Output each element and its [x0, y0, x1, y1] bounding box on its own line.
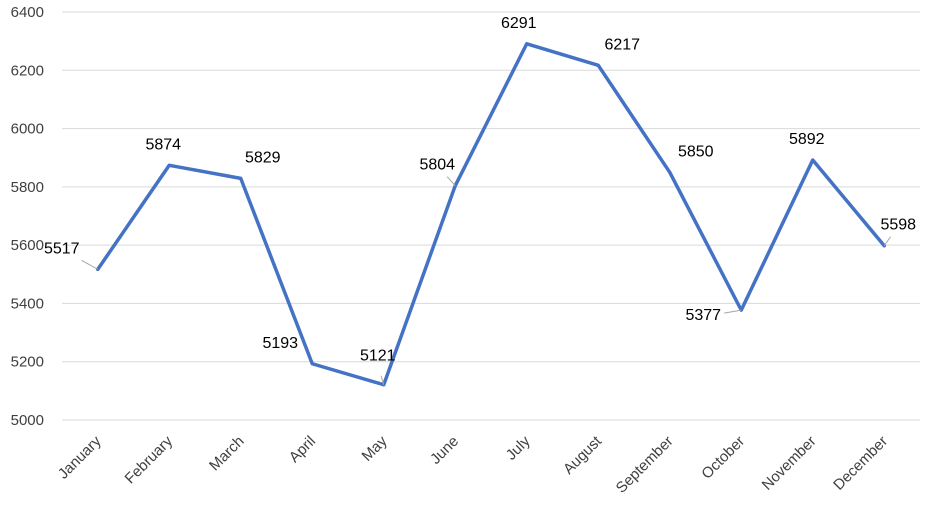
data-label: 6217	[604, 36, 640, 53]
data-label: 5598	[880, 217, 916, 234]
x-axis-ticks: January February March April May June July Augu…	[55, 432, 891, 496]
series-group	[96, 42, 886, 387]
x-tick-label: October	[698, 433, 748, 483]
label-leader-line	[380, 375, 385, 385]
gridlines	[62, 11, 920, 421]
y-tick-label: 6200	[11, 62, 44, 79]
data-label: 5874	[145, 136, 181, 153]
data-label: 5193	[262, 335, 298, 352]
x-tick-label: September	[613, 433, 677, 497]
data-point	[668, 170, 672, 174]
data-label: 5850	[678, 143, 714, 160]
data-point	[811, 158, 815, 162]
y-axis-ticks: 5000 5200 5400 5600 5800 6000 6200 6400	[11, 4, 44, 429]
data-label: 5892	[789, 131, 825, 148]
data-label: 5121	[360, 348, 396, 365]
x-tick-label: March	[206, 433, 247, 474]
data-point	[525, 42, 529, 46]
x-tick-label: May	[359, 432, 391, 464]
label-leader-line	[81, 259, 98, 270]
x-tick-label: August	[560, 432, 606, 478]
y-tick-label: 5000	[11, 412, 44, 429]
label-leader-line	[883, 236, 891, 247]
x-tick-label: February	[122, 432, 177, 487]
data-label: 5377	[685, 307, 721, 324]
y-tick-label: 5400	[11, 295, 44, 312]
y-tick-label: 6400	[11, 4, 44, 21]
x-tick-label: January	[55, 432, 105, 482]
x-tick-label: July	[503, 432, 534, 463]
data-labels: 5517 5874 5829 5193 5121 5804 6291 6217 5850 5377…	[44, 15, 916, 385]
x-tick-label: April	[286, 433, 319, 466]
data-label: 5804	[419, 157, 455, 174]
x-tick-label: December	[830, 433, 891, 494]
label-leader-line	[724, 309, 742, 314]
y-tick-label: 5800	[11, 179, 44, 196]
y-tick-label: 5600	[11, 237, 44, 254]
y-tick-label: 5200	[11, 354, 44, 371]
data-label: 5517	[44, 240, 80, 257]
x-tick-label: June	[427, 433, 462, 468]
data-point	[167, 163, 171, 167]
data-point	[596, 63, 600, 67]
data-label: 6291	[501, 15, 537, 32]
x-tick-label: November	[759, 433, 820, 494]
series-line	[96, 42, 886, 387]
data-point	[310, 362, 314, 366]
data-label: 5829	[245, 149, 281, 166]
y-tick-label: 6000	[11, 121, 44, 138]
data-point	[239, 176, 243, 180]
label-leader-line	[446, 176, 456, 187]
